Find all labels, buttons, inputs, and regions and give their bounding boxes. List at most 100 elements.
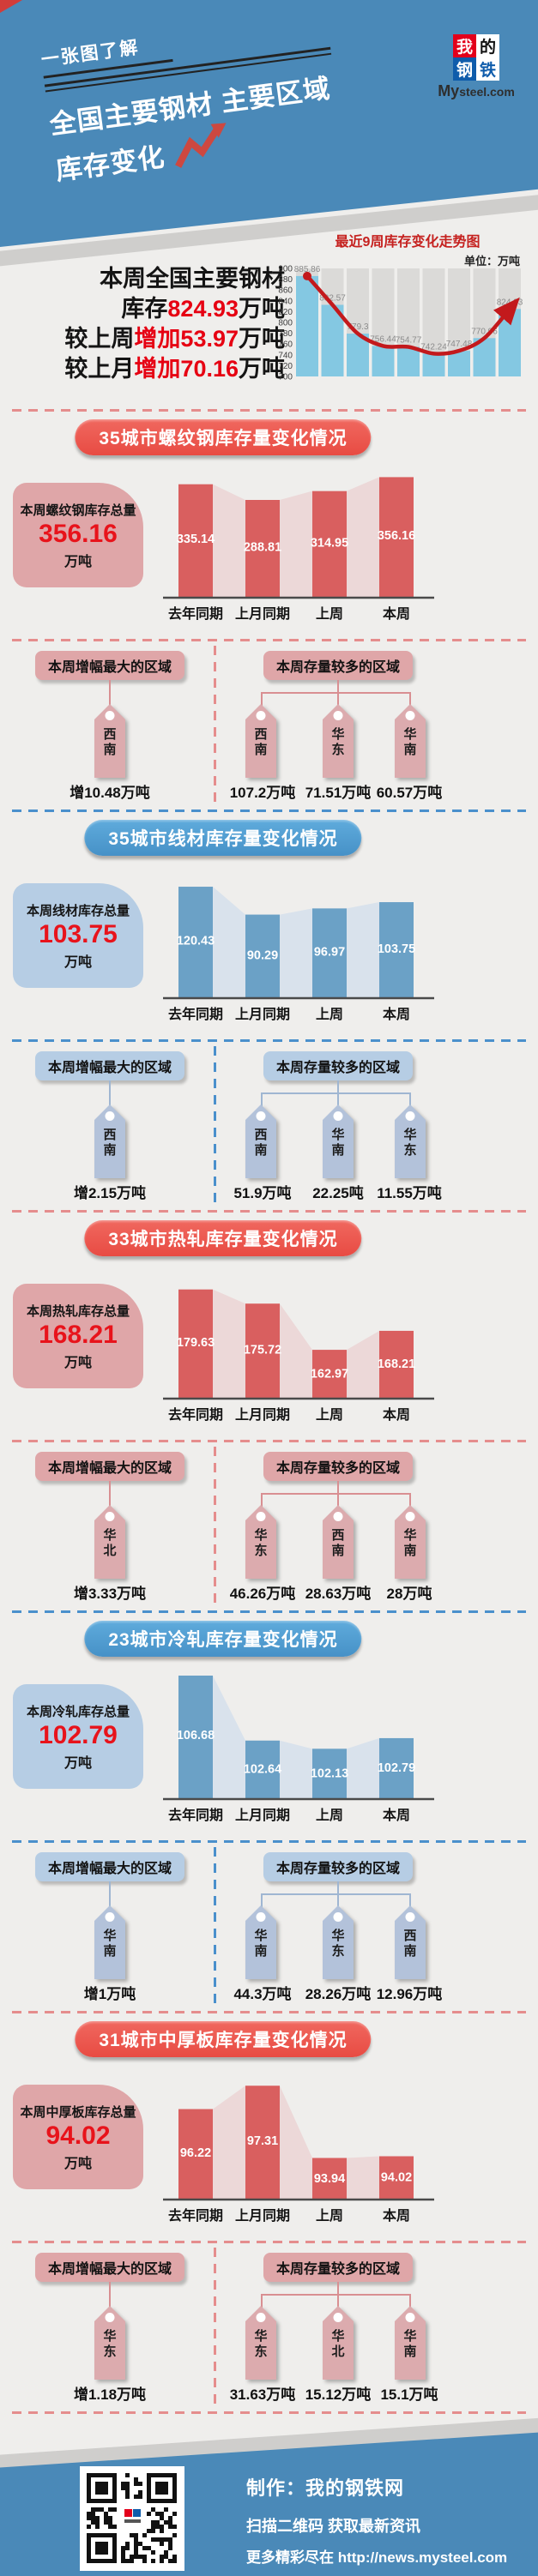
- svg-text:779.3: 779.3: [347, 322, 368, 332]
- logo-char-wo: 我: [453, 34, 476, 57]
- total-card-title: 本周冷轧库存总量: [26, 1704, 130, 1719]
- top-connector-drop: [261, 2294, 263, 2308]
- trend-chart-title: 最近9周库存变化走势图: [335, 235, 481, 250]
- gain-value: 增1.18万吨: [73, 2386, 147, 2403]
- summary-line-2: 库存824.93万吨: [121, 296, 285, 322]
- product-section: 31城市中厚板库存量变化情况 本周中厚板库存总量 94.02 万吨 96.22 9…: [0, 2011, 538, 2411]
- top-region-value: 11.55万吨: [377, 1185, 442, 1201]
- top-connector-bar: [261, 1092, 411, 1094]
- svg-text:去年同期: 去年同期: [168, 1406, 223, 1423]
- top-region-value: 71.51万吨: [305, 785, 372, 801]
- section-top-divider: [12, 409, 526, 412]
- svg-text:820: 820: [278, 308, 293, 317]
- top-region-name: 华南: [254, 1929, 268, 1959]
- tag-hole: [405, 1111, 415, 1121]
- section-chart-block: 23城市冷轧库存量变化情况 本周冷轧库存总量 102.79 万吨 106.68 1…: [0, 1610, 538, 1840]
- section-panel-block: 本周增幅最大的区域 西南 增10.48万吨 本周存量较多的区域 西南 华东: [0, 639, 538, 810]
- qr-code: [80, 2466, 184, 2571]
- top-connector-stem: [337, 1881, 339, 1895]
- top-connector-stem: [337, 680, 339, 694]
- inventory-bar-chart: 106.68 102.64 102.13 102.79 去年同期 上月同期 上周 本周: [163, 1676, 434, 1823]
- top-connector-drop: [337, 1092, 339, 1107]
- svg-text:103.75: 103.75: [378, 942, 415, 956]
- tag-hole: [256, 1111, 266, 1121]
- panel-vertical-divider: [214, 2248, 216, 2405]
- svg-text:880: 880: [278, 275, 293, 285]
- section-top-divider: [12, 1610, 526, 1613]
- top-region-tag: 西南: [395, 1905, 426, 1979]
- top-region-name: 华南: [331, 1128, 345, 1158]
- gain-connector: [109, 1080, 111, 1106]
- top-connector-drop: [337, 2294, 339, 2308]
- section-title: 35城市螺纹钢库存量变化情况: [99, 429, 348, 448]
- logo-char-gang: 钢: [453, 57, 476, 81]
- tag-hole: [105, 1912, 115, 1922]
- svg-text:747.48: 747.48: [446, 340, 473, 349]
- tag-hole: [333, 2313, 343, 2322]
- svg-text:96.22: 96.22: [180, 2146, 211, 2160]
- panel-vertical-divider: [214, 1847, 216, 2005]
- top-region-name: 华南: [403, 1528, 417, 1558]
- logo-char-de: 的: [476, 34, 499, 57]
- svg-text:上月同期: 上月同期: [235, 1006, 290, 1022]
- top-connector-drop: [261, 1893, 263, 1908]
- svg-text:832.57: 832.57: [319, 293, 346, 303]
- top-connector-drop: [337, 692, 339, 707]
- svg-text:120.43: 120.43: [177, 934, 215, 948]
- svg-text:去年同期: 去年同期: [168, 1807, 223, 1823]
- top-region-tag: 华南: [395, 2306, 426, 2380]
- tag-hole: [105, 711, 115, 720]
- weekly-summary: 本周全国主要钢材 库存824.93万吨 较上周增加53.97万吨 较上月增加70…: [7, 264, 285, 384]
- top-region-name: 西南: [254, 727, 268, 757]
- total-card: 本周螺纹钢库存总量 356.16 万吨: [13, 483, 143, 587]
- tag-hole: [256, 1512, 266, 1521]
- gain-region-tag: 华东: [94, 2306, 125, 2380]
- top-region-tag: 华北: [323, 2306, 354, 2380]
- panel-vertical-divider: [214, 1447, 216, 1604]
- tag-hole: [105, 2313, 115, 2322]
- top-region-tag: 华东: [323, 704, 354, 778]
- svg-text:780: 780: [278, 329, 293, 339]
- svg-text:900: 900: [278, 265, 293, 274]
- total-card-number: 103.75: [39, 919, 118, 948]
- svg-text:上周: 上周: [316, 1407, 343, 1423]
- svg-text:335.14: 335.14: [177, 533, 215, 546]
- svg-text:本周: 本周: [383, 605, 410, 622]
- top-region-value: 28.63万吨: [305, 1586, 372, 1602]
- top-connector-drop: [409, 692, 411, 707]
- section-chart-block: 35城市螺纹钢库存量变化情况 本周螺纹钢库存总量 356.16 万吨 335.1…: [0, 409, 538, 639]
- top-region-value: 15.1万吨: [380, 2386, 438, 2403]
- svg-text:860: 860: [278, 286, 293, 296]
- gain-panel-title: 本周增幅最大的区域: [34, 1852, 185, 1881]
- section-top-divider: [12, 810, 526, 812]
- product-section: 35城市螺纹钢库存量变化情况 本周螺纹钢库存总量 356.16 万吨 335.1…: [0, 409, 538, 810]
- tag-hole: [256, 711, 266, 720]
- total-card-number: 94.02: [45, 2121, 111, 2150]
- panel-top-divider: [12, 1840, 526, 1843]
- top-region-tag: 华南: [395, 704, 426, 778]
- svg-text:上月同期: 上月同期: [235, 1807, 290, 1823]
- tag-hole: [333, 1512, 343, 1521]
- top-connector-drop: [261, 1493, 263, 1508]
- gain-panel-title: 本周增幅最大的区域: [34, 651, 185, 680]
- svg-text:754.77: 754.77: [396, 335, 422, 345]
- top-connector-drop: [409, 1493, 411, 1508]
- section-panel-block: 本周增幅最大的区域 华南 增1万吨 本周存量较多的区域 华南 华东: [0, 1840, 538, 2011]
- gain-region-tag: 西南: [94, 704, 125, 778]
- svg-text:179.63: 179.63: [177, 1336, 215, 1350]
- svg-text:106.68: 106.68: [177, 1729, 215, 1742]
- total-card-number: 356.16: [39, 519, 118, 548]
- top-connector-stem: [337, 2282, 339, 2296]
- logo-domain: Mysteel.com: [438, 82, 515, 99]
- top-region-tag: 华南: [323, 1104, 354, 1178]
- panel-top-divider: [12, 2241, 526, 2243]
- svg-text:720: 720: [278, 362, 293, 371]
- top-connector-bar: [261, 2294, 411, 2296]
- gain-connector: [109, 1481, 111, 1507]
- top-region-value: 44.3万吨: [233, 1986, 292, 2002]
- svg-text:上周: 上周: [316, 1808, 343, 1823]
- total-card-unit: 万吨: [63, 1755, 92, 1771]
- top-region-tag: 华东: [245, 2306, 276, 2380]
- section-panel-block: 本周增幅最大的区域 华东 增1.18万吨 本周存量较多的区域 华东 华北: [0, 2241, 538, 2411]
